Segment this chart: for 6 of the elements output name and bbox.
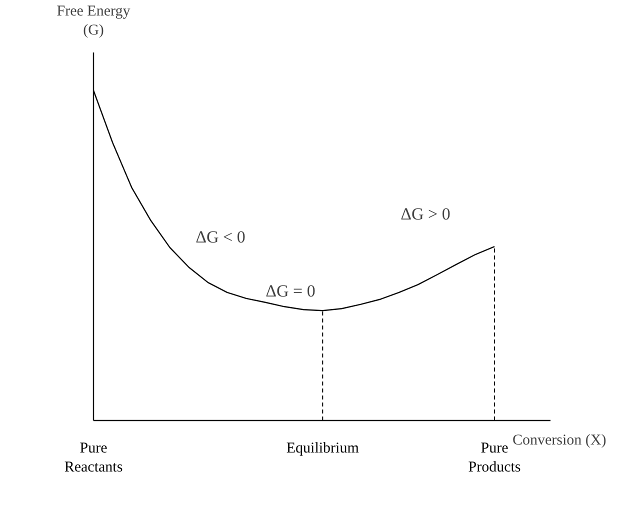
annotation: ΔG > 0 [400, 204, 450, 224]
annotation: ΔG < 0 [196, 228, 246, 246]
annotation: ΔG = 0 [266, 282, 316, 300]
x-tick-label: Equilibrium [286, 440, 360, 456]
y-axis-title: Free Energy (G) [56, 3, 131, 39]
x-tick-label: Pure Reactants [64, 440, 123, 476]
